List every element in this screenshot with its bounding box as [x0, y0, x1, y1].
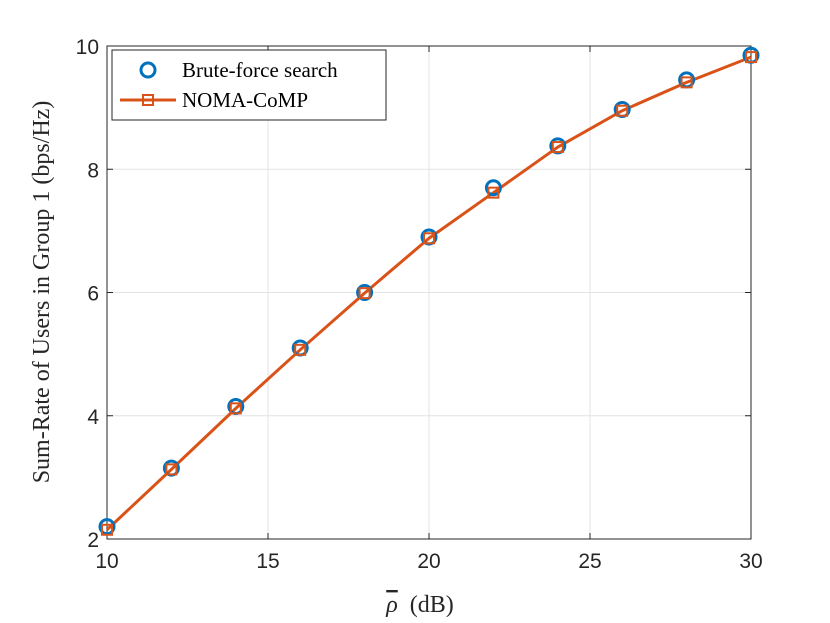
point-brute-force [98, 518, 116, 536]
point-noma-comp [551, 141, 564, 154]
x-tick-label: 20 [417, 550, 440, 573]
point-noma-comp [294, 343, 307, 356]
point-noma-comp [165, 463, 178, 476]
y-axis-label: Sum-Rate of Users in Group 1 (bps/Hz) [29, 101, 55, 484]
y-tick-label: 8 [87, 159, 99, 182]
legend-entry-noma-comp: NOMA-CoMP [182, 88, 308, 112]
y-tick-label: 6 [87, 283, 99, 306]
x-tick-label: 10 [95, 550, 118, 573]
x-axis-label: ρ (dB) [385, 592, 454, 618]
svg-text:ρ (dB): ρ (dB) [385, 592, 454, 618]
point-brute-force [484, 179, 502, 197]
legend-marker-brute-force [139, 61, 157, 79]
legend: Brute-force search NOMA-CoMP [111, 49, 387, 121]
x-axis-label-symbol: ρ [385, 592, 398, 618]
y-tick-label: 10 [76, 36, 99, 59]
point-noma-comp [358, 287, 371, 300]
legend-box [111, 49, 387, 121]
y-tick-label: 4 [87, 406, 99, 429]
y-tick-label: 2 [87, 529, 99, 552]
point-noma-comp [745, 51, 757, 64]
point-noma-comp [680, 76, 693, 89]
data-series [98, 46, 760, 536]
axis-ticks: 10 15 20 25 30 2 4 6 8 10 [76, 36, 763, 573]
point-noma-comp [487, 186, 500, 199]
legend-marker-noma-comp [142, 94, 154, 106]
point-noma-comp [423, 232, 435, 245]
point-noma-comp [616, 104, 629, 117]
series-line-noma-comp [105, 55, 752, 531]
x-tick-label: 30 [739, 550, 762, 573]
x-tick-label: 15 [256, 550, 279, 573]
legend-entry-brute-force: Brute-force search [182, 58, 338, 82]
x-axis-label-unit: (dB) [410, 592, 454, 618]
x-tick-label: 25 [578, 550, 601, 573]
point-brute-force [356, 284, 374, 301]
point-noma-comp [101, 523, 113, 536]
point-noma-comp [229, 402, 242, 415]
